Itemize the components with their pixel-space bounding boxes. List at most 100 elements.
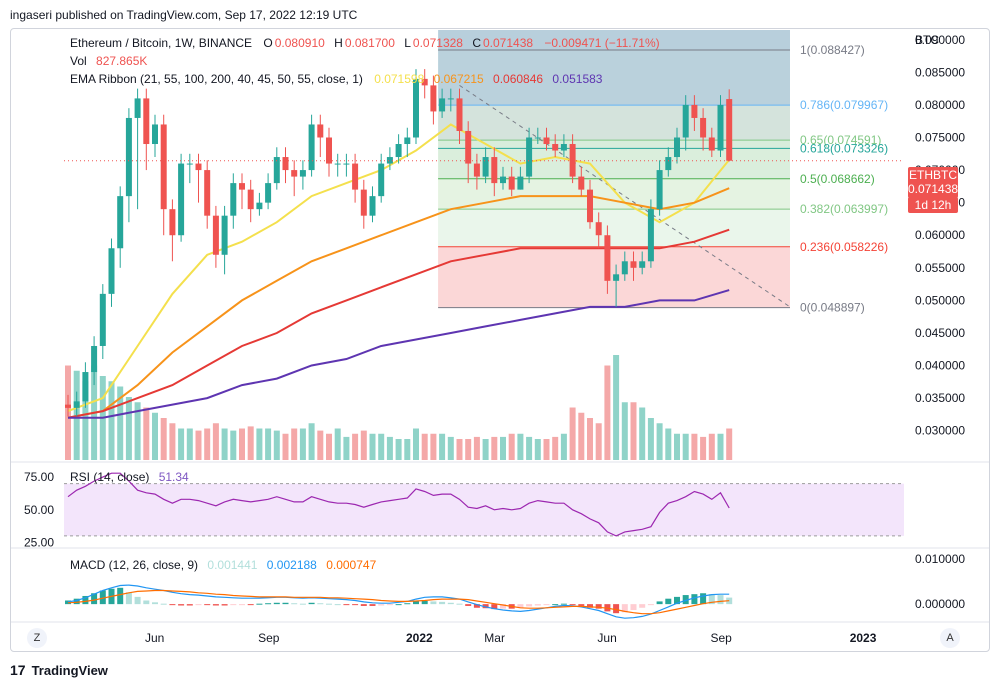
candle-body	[630, 261, 637, 268]
volume-bar	[317, 430, 324, 460]
macd-hist-bar	[395, 604, 402, 606]
volume-bar	[630, 402, 637, 460]
candle-body	[108, 248, 115, 294]
volume-bar	[143, 407, 150, 460]
volume-bar	[595, 423, 602, 460]
fib-level-label: 0.5(0.068662)	[800, 172, 875, 186]
candle-body	[178, 163, 185, 236]
volume-bar	[517, 433, 524, 460]
macd-label[interactable]: MACD (12, 26, close, 9)	[70, 558, 199, 572]
volume-bar	[656, 423, 663, 460]
fib-zone	[438, 140, 790, 149]
candle-body	[404, 137, 411, 145]
volume-bar	[569, 407, 576, 460]
x-tick-label: 2022	[406, 631, 433, 645]
volume-bar	[378, 433, 385, 460]
volume-bar	[273, 430, 280, 460]
macd-hist-bar	[291, 603, 298, 605]
candle-body	[65, 404, 71, 408]
macd-hist-bar	[708, 594, 715, 605]
y-tick-label: 0.045000	[915, 326, 965, 340]
rsi-label[interactable]: RSI (14, close)	[70, 470, 150, 484]
candle-body	[621, 261, 628, 275]
macd-hist-bar	[717, 595, 724, 605]
macd-hist-bar	[630, 604, 637, 611]
candle-body	[456, 98, 463, 131]
candle-body	[326, 137, 332, 164]
macd-hist-bar	[212, 604, 219, 606]
change-value: −0.009471 (−11.71%)	[544, 36, 660, 50]
auto-scale-button[interactable]: A	[940, 628, 960, 648]
macd-hist-bar	[404, 603, 411, 605]
macd-line-value: 0.002188	[266, 558, 317, 572]
macd-hist-bar	[352, 604, 359, 606]
macd-hist-value: 0.001441	[207, 558, 258, 572]
volume-bar	[465, 439, 472, 460]
macd-hist-bar	[125, 592, 132, 605]
open-label: O	[263, 36, 273, 50]
x-tick-label: Mar	[484, 631, 505, 645]
fib-zone	[438, 50, 790, 106]
zoom-button[interactable]: Z	[27, 628, 47, 648]
currency-label: BTC	[915, 33, 939, 47]
candle-body	[674, 137, 680, 158]
y-tick-label: 0.035000	[915, 391, 965, 405]
fib-zone	[438, 209, 790, 247]
price-tag-symbol: ETHBTC	[909, 168, 957, 182]
candle-body	[160, 124, 167, 210]
macd-hist-bar	[239, 604, 245, 606]
fib-level-label: 0.382(0.063997)	[800, 202, 888, 216]
volume-bar	[682, 433, 689, 460]
volume-bar	[439, 433, 446, 460]
candle-body	[587, 189, 593, 223]
volume-bar	[430, 433, 437, 460]
volume-bar	[578, 412, 585, 460]
volume-bar	[125, 397, 132, 460]
y-tick-label: 0.055000	[915, 261, 965, 275]
macd-hist-bar	[221, 604, 228, 606]
volume-bar	[508, 433, 515, 460]
volume-bar	[160, 418, 167, 460]
candle-body	[317, 124, 324, 138]
macd-hist-bar	[308, 602, 315, 605]
tradingview-brand[interactable]: 17 TradingView	[10, 662, 108, 678]
candle-body	[430, 85, 437, 112]
candle-body	[386, 157, 393, 164]
macd-hist-bar	[421, 600, 428, 605]
ema-label[interactable]: EMA Ribbon (21, 55, 100, 200, 40, 45, 50…	[70, 72, 363, 86]
candle-body	[491, 157, 498, 184]
rsi-line	[67, 472, 730, 537]
x-tick-label: Sep	[258, 631, 280, 645]
candle-body	[186, 163, 193, 165]
candle-body	[204, 170, 211, 216]
macd-hist-bar	[491, 604, 498, 610]
volume-bar	[491, 436, 498, 460]
volume-bar	[560, 433, 567, 460]
symbol-title[interactable]: Ethereum / Bitcoin, 1W, BINANCE	[70, 36, 253, 50]
macd-hist-bar	[682, 595, 689, 605]
macd-hist-bar	[639, 604, 646, 608]
candle-body	[691, 104, 698, 118]
ema-100-value: 0.060846	[493, 72, 544, 86]
volume-bar	[647, 418, 654, 460]
candle-body	[273, 157, 280, 184]
macd-hist-bar	[447, 602, 454, 605]
volume-label[interactable]: Vol	[70, 54, 87, 68]
y-tick-label: 0.090000	[915, 33, 965, 47]
volume-bar	[691, 433, 698, 460]
volume-bar	[195, 430, 202, 460]
candle-body	[152, 124, 158, 145]
ema-line	[67, 228, 730, 419]
y-tick-label: 0.030000	[915, 424, 965, 438]
macd-hist-bar	[143, 600, 150, 605]
price-tag-value: 0.071438	[908, 182, 959, 196]
volume-bar	[708, 433, 715, 460]
fib-zone	[438, 178, 790, 210]
macd-hist-bar	[473, 604, 480, 608]
volume-bar	[674, 433, 680, 460]
candle-body	[169, 209, 176, 236]
fib-zone	[438, 148, 790, 179]
rsi-value: 51.34	[158, 470, 189, 484]
macd-hist-bar	[647, 604, 654, 606]
